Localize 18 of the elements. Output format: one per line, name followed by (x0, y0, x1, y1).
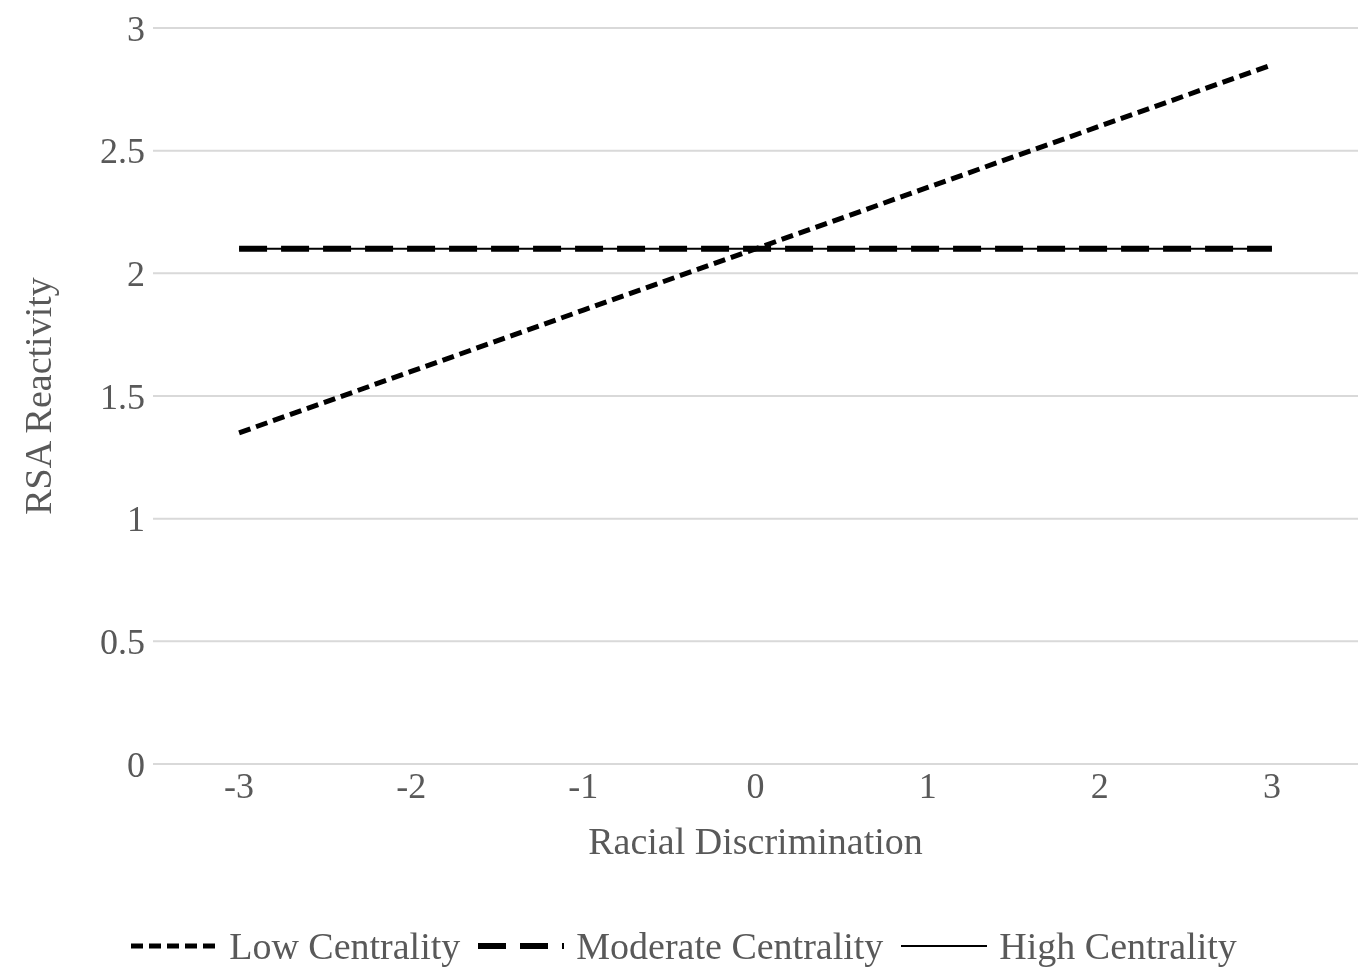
legend-label: Moderate Centrality (576, 924, 884, 968)
x-tick-label: -1 (568, 765, 599, 806)
x-tick-label: 0 (746, 765, 765, 806)
y-tick-label: 1.5 (100, 376, 145, 417)
legend-label: Low Centrality (229, 924, 461, 968)
x-tick-label: 2 (1090, 765, 1109, 806)
legend-label: High Centrality (999, 924, 1237, 968)
y-tick-label: 3 (127, 8, 145, 49)
y-tick-label: 2 (127, 254, 145, 295)
x-tick-label: -2 (396, 765, 427, 806)
y-tick-label: 1 (127, 499, 145, 540)
y-tick-label: 2.5 (100, 131, 145, 172)
x-axis-title: Racial Discrimination (588, 820, 923, 862)
y-axis-title: RSA Reactivity (17, 277, 60, 515)
x-tick-label: -3 (224, 765, 255, 806)
x-tick-label: 3 (1262, 765, 1281, 806)
x-tick-label: 1 (918, 765, 937, 806)
y-tick-label: 0.5 (100, 622, 145, 663)
